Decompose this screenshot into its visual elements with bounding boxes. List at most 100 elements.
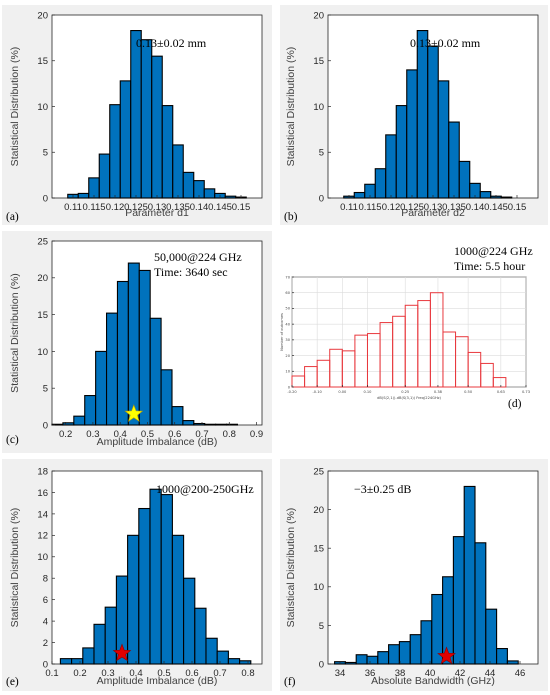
y-axis-label: Statistical Distribution (%) bbox=[285, 508, 297, 628]
histogram-bar bbox=[138, 507, 151, 665]
y-tick-label: 10 bbox=[37, 552, 48, 563]
x-tick-label: 0.10 bbox=[363, 390, 372, 394]
x-tick-label: 0.125 bbox=[124, 202, 148, 213]
x-tick-label: 0.2 bbox=[59, 429, 72, 440]
x-tick-label: 0.1 bbox=[45, 668, 58, 679]
histogram-bar bbox=[84, 395, 97, 426]
x-tick-label: 0.115 bbox=[358, 202, 381, 213]
panel-letter: (b) bbox=[284, 211, 298, 223]
histogram-bar bbox=[385, 134, 397, 199]
panel-a: 0.11 0.115 0.12 0.125 0.13 0.135 0.14 0.145 0.15… bbox=[2, 5, 272, 225]
histogram-bar bbox=[239, 660, 252, 665]
x-tick-label: 0.00 bbox=[338, 390, 347, 394]
histogram-bar bbox=[479, 191, 492, 199]
x-axis-label: Parameter d1 bbox=[125, 207, 189, 219]
star-marker bbox=[112, 643, 132, 662]
histogram-bar bbox=[73, 415, 86, 426]
histogram-bar bbox=[149, 488, 162, 665]
histogram-bar bbox=[95, 350, 108, 426]
histogram-absolute-bandwidth: 34 36 38 40 42 44 46 0 5 10 15 20 25 Absolute Bandwid… bbox=[284, 466, 539, 688]
panel-c: 0.2 0.3 0.4 0.5 0.6 0.7 0.8 0.9 0 5 10 15 20 25 Amplit… bbox=[2, 231, 272, 453]
histogram-bar bbox=[225, 423, 239, 426]
y-tick-label: 0 bbox=[43, 659, 48, 670]
histogram-bar bbox=[492, 377, 507, 388]
histogram-bar bbox=[88, 177, 100, 199]
star-marker bbox=[437, 646, 456, 665]
y-tick-label: 10 bbox=[313, 102, 324, 113]
annotation-text: 0.13±0.02 mm bbox=[136, 36, 207, 50]
plot-area bbox=[291, 276, 527, 388]
y-tick-label: 20 bbox=[285, 354, 290, 358]
histogram-bar bbox=[104, 606, 117, 665]
histogram-bar bbox=[374, 168, 387, 199]
histogram-amplitude-imbalance-1000: -0.20 -0.10 0.00 0.10 0.25 0.38 0.50 0.63 0.73 0 1… bbox=[280, 244, 533, 410]
y-axis-label: Statistical Distribution (%) bbox=[9, 47, 21, 167]
x-tick-label: 0.4 bbox=[129, 668, 142, 679]
y-tick-label: 5 bbox=[43, 148, 48, 159]
histogram-bar bbox=[205, 637, 218, 665]
histogram-bar bbox=[420, 620, 433, 665]
histogram-bar bbox=[427, 45, 439, 199]
y-tick-label: 0 bbox=[319, 193, 324, 204]
y-tick-label: 10 bbox=[313, 582, 324, 593]
x-tick-label: 0.8 bbox=[223, 429, 236, 440]
histogram-bar bbox=[149, 317, 162, 426]
histogram-bar bbox=[171, 406, 184, 426]
y-tick-label: 0 bbox=[43, 193, 48, 204]
x-tick-label: 0.3 bbox=[86, 429, 99, 440]
panel-letter: (d) bbox=[508, 398, 522, 410]
y-tick-label: 8 bbox=[43, 574, 48, 585]
y-tick-label: 0 bbox=[288, 385, 291, 389]
panel-d: -0.20 -0.10 0.00 0.10 0.25 0.38 0.50 0.63 0.73 0 1… bbox=[278, 231, 548, 453]
histogram-amplitude-imbalance-50000: 0.2 0.3 0.4 0.5 0.6 0.7 0.8 0.9 0 5 10 15 20 25 Amplit… bbox=[6, 236, 263, 448]
y-tick-label: 20 bbox=[37, 273, 48, 284]
x-tick-label: 0.145 bbox=[208, 202, 232, 213]
histogram-bar bbox=[500, 196, 513, 199]
x-tick-label: 0.5 bbox=[141, 429, 154, 440]
histogram-bar bbox=[224, 195, 237, 199]
annotation-text: −3±0.25 dB bbox=[354, 482, 411, 496]
panel-letter: (e) bbox=[6, 676, 19, 688]
x-tick-label: 0.14 bbox=[466, 202, 485, 213]
histogram-bar bbox=[215, 423, 228, 426]
y-tick-label: 5 bbox=[319, 148, 324, 159]
y-tick-label: 15 bbox=[313, 56, 324, 67]
annotation-text: 1000@200-250GHz bbox=[156, 482, 254, 496]
x-tick-label: 0.63 bbox=[497, 390, 505, 394]
histogram-bar bbox=[130, 30, 142, 199]
histogram-bar bbox=[71, 658, 84, 665]
y-tick-label: 16 bbox=[37, 488, 48, 499]
histogram-parameter-d1: 0.11 0.115 0.12 0.125 0.13 0.135 0.14 0.145 0.15… bbox=[6, 10, 263, 223]
x-tick-label: 0.15 bbox=[508, 202, 527, 213]
panel-b: 0.11 0.115 0.12 0.125 0.13 0.135 0.14 0.145 0.15… bbox=[280, 5, 548, 225]
histogram-bar bbox=[161, 105, 174, 199]
x-axis-label: Parameter d2 bbox=[401, 207, 465, 219]
y-tick-label: 30 bbox=[285, 338, 290, 342]
x-tick-label: 0.2 bbox=[73, 668, 86, 679]
y-tick-label: 60 bbox=[285, 291, 290, 295]
panel-letter: (c) bbox=[6, 434, 19, 446]
annotation-text: 50,000@224 GHz bbox=[154, 250, 242, 264]
histogram-bar bbox=[193, 422, 206, 426]
x-tick-label: 0.8 bbox=[241, 668, 254, 679]
histogram-bar bbox=[105, 312, 119, 426]
x-tick-label: 0.4 bbox=[114, 429, 127, 440]
histogram-bar bbox=[448, 121, 460, 199]
y-tick-label: 70 bbox=[285, 275, 290, 279]
histogram-bar bbox=[127, 534, 140, 665]
x-tick-label: 46 bbox=[515, 668, 526, 679]
histogram-bar bbox=[353, 191, 366, 199]
x-tick-label: 0.7 bbox=[213, 668, 226, 679]
annotation-text: Time: 3640 sec bbox=[154, 265, 228, 279]
panel-f: 34 36 38 40 42 44 46 0 5 10 15 20 25 Absolute Bandwid… bbox=[280, 459, 548, 691]
annotation-text: Time: 5.5 hour bbox=[454, 259, 525, 273]
x-tick-label: -0.20 bbox=[287, 390, 297, 394]
x-tick-label: 0.11 bbox=[64, 202, 82, 213]
y-tick-label: 18 bbox=[37, 466, 48, 477]
x-tick-label: 0.12 bbox=[106, 202, 125, 213]
histogram-bar bbox=[377, 651, 390, 665]
x-tick-label: 0.135 bbox=[442, 202, 466, 213]
x-tick-label: 0.7 bbox=[195, 429, 208, 440]
histogram-bar bbox=[182, 171, 195, 199]
y-tick-label: 10 bbox=[285, 370, 290, 374]
